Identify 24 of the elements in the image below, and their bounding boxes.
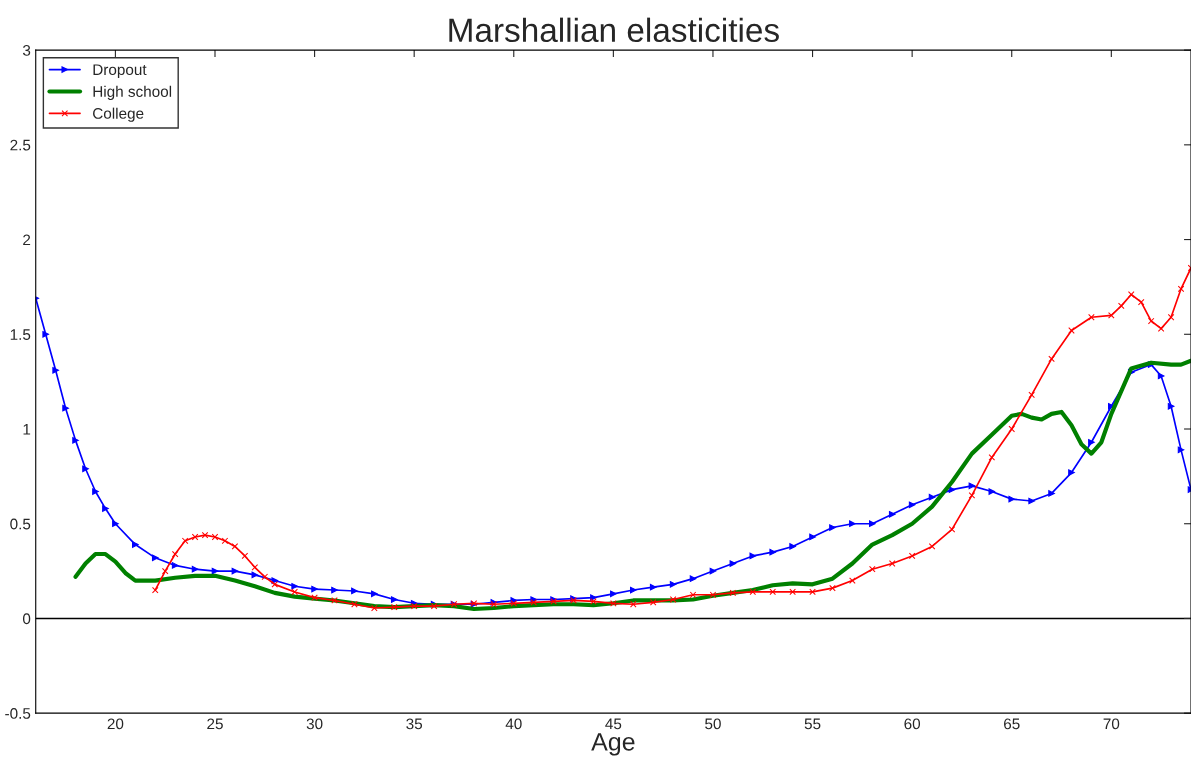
- x-tick-label: 55: [804, 718, 821, 730]
- legend-label: Dropout: [93, 64, 147, 79]
- legend-label: High school: [93, 85, 172, 100]
- x-tick-label: 65: [1004, 718, 1020, 730]
- y-tick-label: 0.5: [10, 518, 31, 530]
- x-tick-label: 60: [904, 718, 921, 730]
- x-tick-label: 70: [1103, 718, 1120, 730]
- y-tick-label: 1: [23, 424, 31, 435]
- y-tick-label: 3: [22, 44, 31, 56]
- x-tick-label: 25: [207, 718, 223, 730]
- x-tick-label: 20: [107, 718, 124, 730]
- y-tick-label: 1.5: [10, 329, 31, 340]
- y-tick-label: 0: [22, 613, 31, 625]
- y-tick-label: 2.5: [10, 139, 31, 151]
- y-tick-label: -0.5: [5, 708, 31, 719]
- x-tick-label: 45: [605, 718, 622, 730]
- chart-title: Marshallian elasticities: [449, 17, 779, 43]
- x-tick-label: 40: [505, 718, 522, 730]
- x-tick-label: 30: [306, 718, 323, 730]
- y-tick-label: 2: [23, 234, 31, 246]
- x-axis-title: Age: [591, 733, 635, 756]
- x-tick-label: 35: [406, 718, 423, 730]
- x-tick-label: 50: [705, 718, 721, 730]
- legend-label: College: [93, 107, 144, 122]
